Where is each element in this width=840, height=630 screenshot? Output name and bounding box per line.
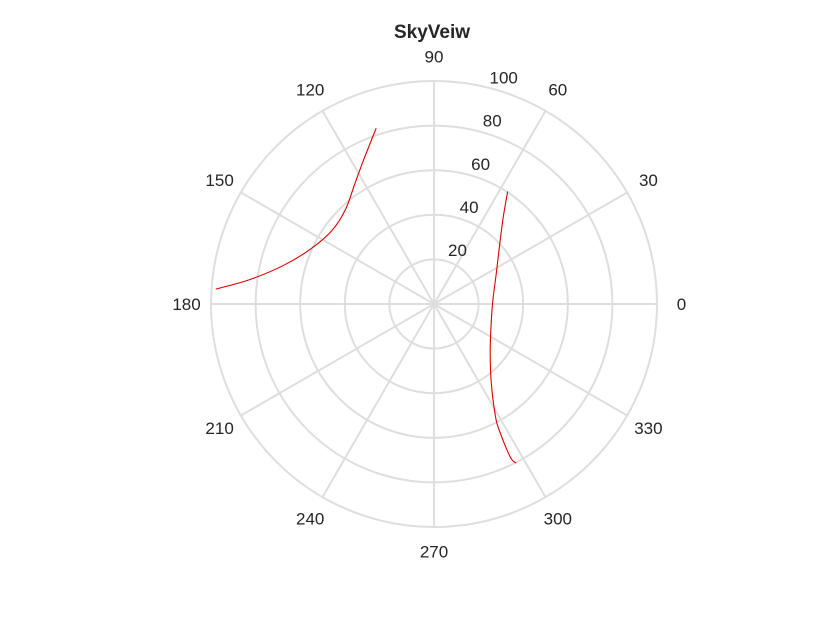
r-tick-label-80: 80 [483,112,502,131]
r-tick-label-100: 100 [490,69,518,88]
theta-tick-label-90: 90 [425,48,444,67]
angular-gridline-60 [433,110,547,305]
theta-tick-label-300: 300 [544,509,572,528]
angular-gridline-240 [321,303,435,498]
series-line-2 [489,191,517,464]
angular-gridline-210 [240,303,435,417]
series-layer [215,127,517,464]
theta-tick-label-270: 270 [420,543,448,562]
theta-tick-label-330: 330 [634,419,662,438]
r-tick-label-60: 60 [471,155,490,174]
chart-title: SkyVeiw [394,22,470,43]
r-tick-label-20: 20 [448,241,467,260]
theta-tick-labels: 0 30 60 90 120 150 180 210 240 270 300 330 [172,48,686,562]
angular-gridline-120 [321,110,435,305]
theta-tick-label-150: 150 [205,171,233,190]
theta-tick-label-0: 0 [677,295,686,314]
theta-tick-label-120: 120 [296,81,324,100]
r-tick-labels: 20 40 60 80 100 [448,69,518,260]
theta-tick-label-30: 30 [639,171,658,190]
angular-gridline-300 [433,303,547,498]
theta-tick-label-60: 60 [548,81,567,100]
angular-gridline-30 [433,191,628,305]
angular-gridlines [211,81,657,527]
theta-tick-label-240: 240 [296,509,324,528]
angular-gridline-150 [240,191,435,305]
r-tick-label-40: 40 [460,198,479,217]
angular-gridline-330 [433,303,628,417]
series-line-1 [215,127,377,290]
theta-tick-label-180: 180 [172,295,200,314]
theta-tick-label-210: 210 [205,419,233,438]
